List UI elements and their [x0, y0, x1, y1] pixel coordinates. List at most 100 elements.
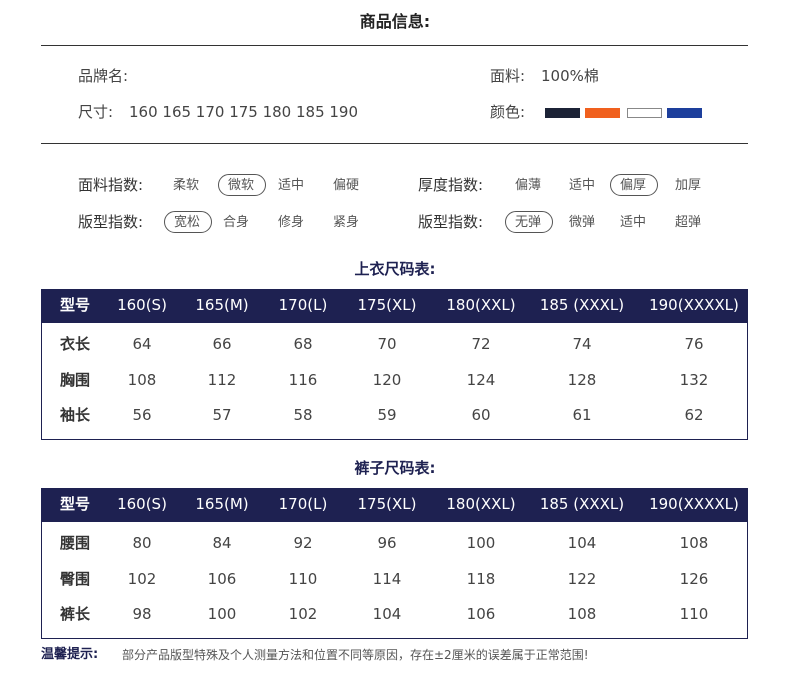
index-option: 微软 — [228, 178, 255, 193]
header-cell: 175(XL) — [357, 296, 417, 314]
header-cell: 180(XXL) — [446, 296, 516, 314]
table-cell: 100 — [466, 534, 496, 552]
table-cell: 96 — [377, 534, 397, 552]
index-option: 适中 — [620, 215, 647, 230]
color-swatch — [627, 108, 662, 118]
table-cell: 122 — [567, 569, 597, 588]
table-header-bg — [41, 289, 748, 323]
index-option: 偏硬 — [333, 178, 360, 193]
selected-marker — [164, 211, 212, 233]
table-cell: 92 — [293, 534, 313, 552]
table-cell: 132 — [679, 370, 709, 389]
table-cell: 106 — [207, 569, 237, 588]
header-cell: 185 (XXXL) — [539, 495, 625, 513]
table-cell: 61 — [572, 406, 592, 424]
header-cell: 160(S) — [117, 495, 167, 513]
row-label: 胸围 — [59, 370, 90, 389]
header-cell: 190(XXXXL) — [649, 495, 739, 513]
table-cell: 108 — [127, 370, 157, 389]
table-cell: 116 — [288, 370, 318, 389]
table-cell: 128 — [567, 370, 597, 389]
selected-marker — [610, 174, 658, 196]
table-cell: 70 — [377, 335, 397, 353]
header-cell: 185 (XXXL) — [539, 296, 625, 314]
index-label: 版型指数: — [78, 213, 144, 231]
color-label: 颜色: — [490, 103, 526, 121]
table-cell: 66 — [212, 335, 232, 353]
index-option: 偏厚 — [620, 178, 647, 193]
table-cell: 68 — [293, 335, 313, 353]
color-swatch — [667, 108, 702, 118]
table-cell: 124 — [466, 370, 496, 389]
index-option: 修身 — [278, 215, 305, 230]
table-cell: 58 — [293, 406, 313, 424]
index-label: 版型指数: — [418, 213, 484, 231]
row-label: 衣长 — [59, 335, 90, 353]
table-cell: 57 — [212, 406, 232, 424]
header-cell: 180(XXL) — [446, 495, 516, 513]
index-option: 偏薄 — [515, 178, 542, 193]
table-cell: 110 — [288, 569, 318, 588]
divider — [41, 45, 748, 46]
header-cell: 190(XXXXL) — [649, 296, 739, 314]
table-cell: 98 — [132, 605, 152, 623]
header-cell: 165(M) — [195, 296, 249, 314]
table-cell: 56 — [132, 406, 152, 424]
table-cell: 104 — [567, 534, 597, 552]
table-cell: 84 — [212, 534, 232, 552]
row-label: 裤长 — [59, 605, 90, 623]
index-option: 合身 — [223, 215, 250, 230]
row-label: 腰围 — [59, 534, 90, 552]
table-cell: 112 — [207, 370, 237, 389]
header-cell: 175(XL) — [357, 495, 417, 513]
fabric-value: 100%棉 — [541, 67, 599, 85]
page-title: 商品信息: — [359, 12, 431, 31]
table-border — [41, 488, 748, 639]
table-cell: 126 — [679, 569, 709, 588]
index-option: 适中 — [278, 178, 305, 193]
index-option: 加厚 — [675, 178, 702, 193]
table-cell: 110 — [679, 605, 709, 623]
index-option: 无弹 — [515, 215, 542, 230]
table-cell: 108 — [567, 605, 597, 623]
header-cell: 170(L) — [278, 296, 328, 314]
color-swatch — [545, 108, 580, 118]
table-cell: 104 — [372, 605, 402, 623]
index-option: 超弹 — [675, 215, 702, 230]
index-option: 微弹 — [569, 215, 596, 230]
table-title: 裤子尺码表: — [354, 459, 436, 477]
size-value: 160 165 170 175 180 185 190 — [129, 103, 359, 121]
table-cell: 74 — [572, 335, 592, 353]
table-cell: 62 — [684, 406, 704, 424]
table-title: 上衣尺码表: — [354, 260, 436, 278]
index-option: 宽松 — [174, 215, 201, 230]
table-cell: 60 — [471, 406, 491, 424]
index-label: 面料指数: — [78, 176, 144, 194]
table-border — [41, 289, 748, 440]
divider — [41, 143, 748, 144]
fabric-label: 面料: — [490, 67, 526, 85]
row-label: 袖长 — [59, 406, 90, 424]
table-cell: 76 — [684, 335, 704, 353]
table-cell: 59 — [377, 406, 397, 424]
table-cell: 80 — [132, 534, 152, 552]
table-cell: 102 — [288, 605, 318, 623]
selected-marker — [505, 211, 553, 233]
color-swatch — [585, 108, 620, 118]
index-option: 紧身 — [333, 215, 360, 230]
row-label: 臀围 — [59, 569, 90, 588]
header-cell: 型号 — [59, 296, 90, 314]
header-cell: 型号 — [59, 495, 90, 513]
table-cell: 120 — [372, 370, 402, 389]
table-cell: 102 — [127, 569, 157, 588]
index-option: 适中 — [569, 178, 596, 193]
table-cell: 114 — [372, 569, 402, 588]
index-option: 柔软 — [173, 178, 200, 193]
table-header-bg — [41, 488, 748, 522]
header-cell: 170(L) — [278, 495, 328, 513]
table-cell: 100 — [207, 605, 237, 623]
table-cell: 118 — [466, 569, 496, 588]
size-label: 尺寸: — [78, 103, 114, 121]
table-cell: 64 — [132, 335, 152, 353]
